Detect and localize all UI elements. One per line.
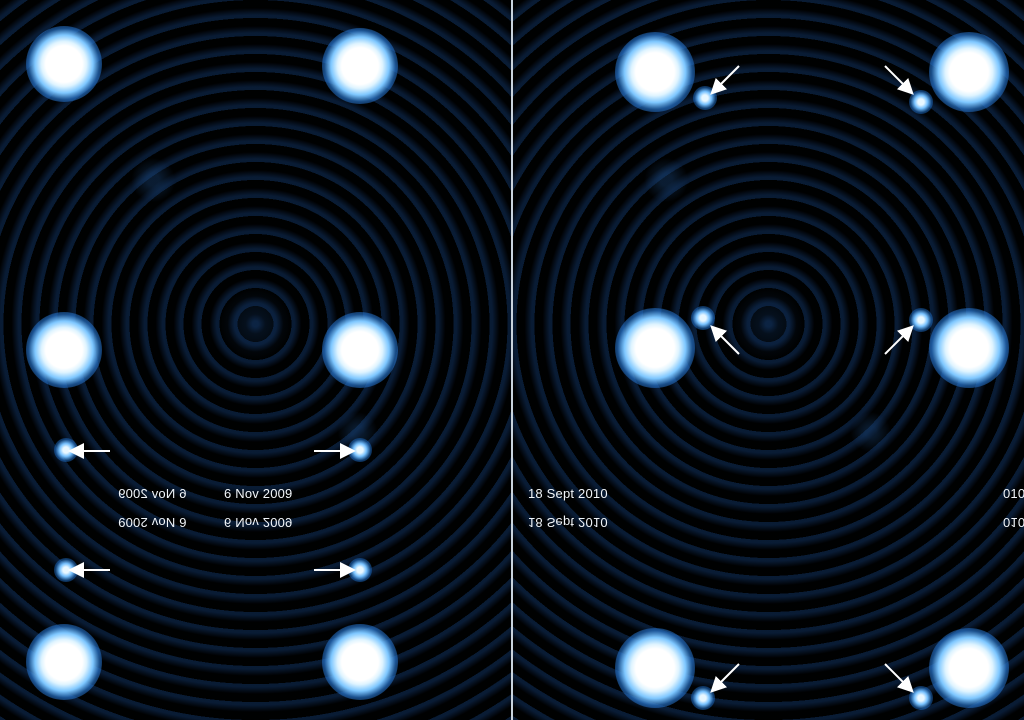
arrow-overlay xyxy=(513,0,1024,720)
arrow-icon xyxy=(885,66,911,92)
arrow-icon xyxy=(713,66,739,92)
arrow-icon xyxy=(885,664,911,690)
left-image-panel: 6 Nov 2009 6 Nov 2009 6 Nov 2009 6 Nov 2… xyxy=(0,0,511,720)
arrow-overlay xyxy=(0,0,511,720)
arrow-icon xyxy=(713,328,739,354)
arrow-icon xyxy=(885,328,911,354)
arrow-icon xyxy=(713,664,739,690)
right-image-panel: 18 Sept 2010 18 Sept 2010 010 010 xyxy=(513,0,1024,720)
